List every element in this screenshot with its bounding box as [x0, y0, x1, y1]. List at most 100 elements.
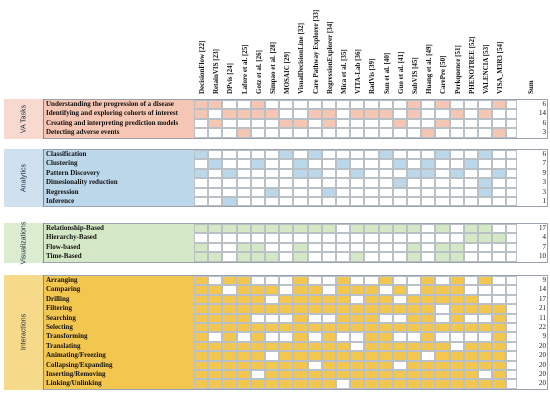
- matrix-cell: [421, 159, 436, 169]
- matrix-cell: [478, 351, 493, 361]
- matrix-cell: [449, 252, 464, 262]
- matrix-cell: [350, 360, 365, 370]
- row-fill: [506, 323, 517, 333]
- matrix-cell: [478, 323, 493, 333]
- matrix-cell: [194, 178, 209, 188]
- column-header: Sun et al. [40]: [383, 8, 397, 94]
- matrix-cell: [279, 360, 294, 370]
- matrix-cell: [336, 168, 351, 179]
- row-sum: 20: [539, 341, 546, 350]
- matrix-cell: [378, 351, 393, 361]
- matrix-cell: [350, 285, 365, 295]
- section-label-text: Analytics: [20, 164, 27, 193]
- matrix-cell: [265, 294, 280, 305]
- matrix-cell: [293, 168, 308, 179]
- matrix-cell: [321, 178, 336, 188]
- matrix-cell: [250, 197, 265, 207]
- matrix-cell: [478, 224, 493, 234]
- matrix-cell: [449, 323, 464, 333]
- matrix-cell: [421, 294, 436, 305]
- matrix-cell: [407, 242, 422, 253]
- matrix-cell: [208, 109, 223, 119]
- matrix-cell: [463, 379, 478, 389]
- matrix-cell: [222, 197, 237, 207]
- matrix-cell: [321, 233, 336, 243]
- matrix-cell: [392, 197, 407, 207]
- matrix-cell: [265, 304, 280, 314]
- matrix-cell: [407, 294, 422, 305]
- matrix-cell: [194, 150, 209, 160]
- matrix-cell: [336, 187, 351, 197]
- matrix-cell: [463, 118, 478, 129]
- matrix-cell: [463, 304, 478, 314]
- matrix-cell: [321, 224, 336, 234]
- matrix-cell: [421, 109, 436, 119]
- matrix-cell: [407, 351, 422, 361]
- matrix-cell: [208, 379, 223, 389]
- matrix-cell: [350, 100, 365, 110]
- row-sum: 7: [542, 242, 547, 251]
- matrix-cell: [236, 370, 251, 380]
- matrix-cell: [236, 252, 251, 262]
- matrix-cell: [222, 150, 237, 160]
- column-header-label: Care Pathway Explorer [33]: [311, 9, 320, 94]
- matrix-cell: [250, 150, 265, 160]
- column-header: VITA-Lab [36]: [354, 8, 368, 94]
- matrix-cell: [279, 379, 294, 389]
- matrix-cell: [364, 224, 379, 234]
- matrix-cell: [463, 332, 478, 342]
- matrix-cell: [435, 233, 450, 243]
- matrix-cell: [336, 224, 351, 234]
- matrix-cell: [208, 233, 223, 243]
- matrix-cell: [350, 159, 365, 169]
- matrix-cell: [250, 370, 265, 380]
- matrix-cell: [364, 323, 379, 333]
- matrix-cell: [194, 252, 209, 262]
- matrix-cell: [364, 159, 379, 169]
- matrix-cell: [321, 285, 336, 295]
- matrix-cell: [463, 351, 478, 361]
- matrix-cell: [250, 233, 265, 243]
- matrix-cell: [265, 100, 280, 110]
- column-header: VALENCIA [53]: [482, 8, 496, 94]
- matrix-cell: [307, 351, 322, 361]
- matrix-cell: [279, 150, 294, 160]
- matrix-cell: [449, 159, 464, 169]
- matrix-cell: [421, 313, 436, 323]
- matrix-cell: [236, 276, 251, 286]
- matrix-cell: [265, 360, 280, 370]
- matrix-cell: [449, 304, 464, 314]
- matrix-cell: [478, 118, 493, 129]
- matrix-cell: [392, 360, 407, 370]
- matrix-cell: [307, 178, 322, 188]
- matrix-cell: [478, 128, 493, 138]
- matrix-cell: [378, 178, 393, 188]
- row-fill: [506, 370, 517, 380]
- matrix-cell: [463, 187, 478, 197]
- matrix-cell: [208, 323, 223, 333]
- column-header-label: MOSAIC [29]: [283, 51, 292, 94]
- row-sum: 20: [539, 351, 546, 360]
- matrix-cell: [250, 159, 265, 169]
- matrix-cell: [378, 118, 393, 129]
- matrix-cell: [321, 242, 336, 253]
- matrix-cell: [222, 313, 237, 323]
- matrix-cell: [265, 351, 280, 361]
- matrix-cell: [435, 159, 450, 169]
- row-fill: [506, 341, 517, 352]
- column-header-label: PHENOTREE [52]: [467, 36, 476, 94]
- matrix-cell: [492, 276, 507, 286]
- matrix-cell: [478, 313, 493, 323]
- matrix-cell: [449, 313, 464, 323]
- column-header: Simpao et al. [28]: [269, 8, 283, 94]
- row-sum: 20: [539, 360, 546, 369]
- matrix-cell: [208, 351, 223, 361]
- matrix-cell: [463, 168, 478, 179]
- matrix-cell: [222, 109, 237, 119]
- matrix-cell: [463, 159, 478, 169]
- matrix-cell: [350, 332, 365, 342]
- matrix-cell: [449, 187, 464, 197]
- matrix-cell: [293, 100, 308, 110]
- matrix-cell: [279, 197, 294, 207]
- row-fill: [506, 252, 517, 262]
